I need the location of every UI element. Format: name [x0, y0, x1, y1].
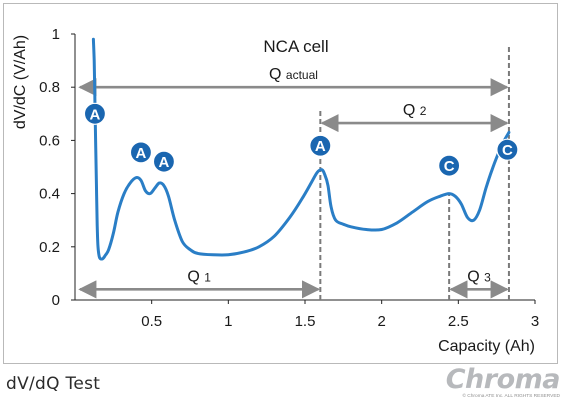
marker-circle	[83, 102, 107, 125]
y-tick-label: 0.8	[39, 79, 60, 96]
marker-label: A	[315, 138, 326, 155]
peak-marker: C	[496, 138, 519, 161]
y-tick-label: 0.6	[39, 132, 60, 149]
arrow-label: Q 1	[187, 268, 211, 285]
marker-label: A	[90, 106, 101, 123]
x-tick-label: 2.5	[448, 313, 469, 330]
logo-wordmark: Chroma	[445, 364, 561, 395]
guide-lines	[319, 44, 510, 300]
logo-copyright: © Chroma ATE Inc. ALL RIGHTS RESERVED	[462, 394, 560, 399]
y-axis-label: dV/dC (V/Ah)	[12, 35, 29, 129]
q-arrows: Q actual Q 2 Q 1 Q 3	[78, 66, 509, 299]
marker-circle	[438, 154, 461, 177]
x-tick-label: 2	[377, 313, 385, 330]
chart-title: NCA cell	[263, 37, 328, 56]
arrow-label-subscript: 3	[484, 270, 491, 284]
y-tick-label: 0.4	[39, 186, 60, 203]
peak-marker: A	[309, 134, 332, 157]
arrow-label: Q 3	[467, 268, 491, 285]
marker-circle	[129, 141, 153, 164]
x-axis-label: Capacity (Ah)	[438, 338, 535, 355]
marker-label: C	[444, 158, 455, 175]
marker-label: A	[136, 145, 147, 162]
y-tick-label: 0.2	[39, 239, 60, 256]
chroma-logo: Chroma © Chroma ATE Inc. ALL RIGHTS RESE…	[446, 364, 562, 404]
marker-label: A	[159, 154, 170, 171]
x-tick-label: 3	[531, 313, 539, 330]
arrow-label-subscript: 1	[204, 270, 211, 284]
marker-circle	[152, 150, 176, 173]
marker-circle	[309, 134, 332, 157]
x-tick-label: 0.5	[141, 313, 162, 330]
x-tick-label: 1.5	[295, 313, 316, 330]
footer-caption: dV/dQ Test	[6, 374, 101, 394]
arrow-label: Q 2	[403, 102, 427, 119]
peak-marker: A	[152, 150, 176, 173]
marker-circle	[496, 138, 519, 161]
axes: 0.5 1 1.5 2 2.5 3 0 0.2 0.4 0.6 0.8 1	[39, 26, 539, 330]
y-tick-label: 0	[52, 292, 60, 309]
arrow-label-subscript: 2	[420, 104, 427, 118]
x-tick-label: 1	[224, 313, 232, 330]
dvdq-curve	[91, 37, 511, 261]
series-layer	[91, 37, 511, 261]
arrow-label: Q actual	[269, 66, 318, 83]
peak-marker: A	[83, 102, 107, 125]
peak-marker: C	[438, 154, 461, 177]
y-tick-label: 1	[52, 26, 60, 43]
marker-label: C	[502, 142, 513, 159]
arrow-label-subscript: actual	[286, 68, 318, 82]
peak-marker: A	[129, 141, 153, 164]
